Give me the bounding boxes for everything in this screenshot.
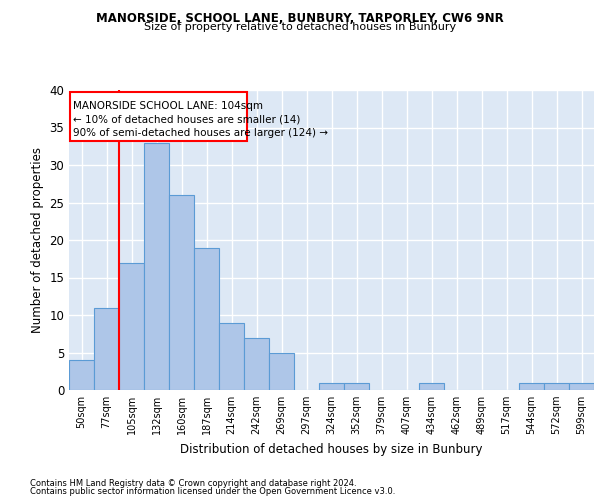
Bar xyxy=(419,382,444,390)
Bar xyxy=(69,360,94,390)
Bar xyxy=(344,382,369,390)
Text: MANORSIDE, SCHOOL LANE, BUNBURY, TARPORLEY, CW6 9NR: MANORSIDE, SCHOOL LANE, BUNBURY, TARPORL… xyxy=(96,12,504,26)
Bar xyxy=(144,142,169,390)
Text: MANORSIDE SCHOOL LANE: 104sqm: MANORSIDE SCHOOL LANE: 104sqm xyxy=(73,100,263,110)
X-axis label: Distribution of detached houses by size in Bunbury: Distribution of detached houses by size … xyxy=(180,442,483,456)
Y-axis label: Number of detached properties: Number of detached properties xyxy=(31,147,44,333)
Bar xyxy=(219,322,244,390)
Bar xyxy=(194,248,219,390)
Bar xyxy=(119,262,144,390)
Bar xyxy=(244,338,269,390)
Bar xyxy=(544,382,569,390)
Bar xyxy=(70,92,247,141)
Bar xyxy=(269,352,294,390)
Text: Contains HM Land Registry data © Crown copyright and database right 2024.: Contains HM Land Registry data © Crown c… xyxy=(30,478,356,488)
Bar xyxy=(519,382,544,390)
Bar xyxy=(169,195,194,390)
Bar xyxy=(569,382,594,390)
Text: Size of property relative to detached houses in Bunbury: Size of property relative to detached ho… xyxy=(144,22,456,32)
Bar xyxy=(94,308,119,390)
Text: ← 10% of detached houses are smaller (14): ← 10% of detached houses are smaller (14… xyxy=(73,114,301,124)
Text: 90% of semi-detached houses are larger (124) →: 90% of semi-detached houses are larger (… xyxy=(73,128,328,138)
Bar xyxy=(319,382,344,390)
Text: Contains public sector information licensed under the Open Government Licence v3: Contains public sector information licen… xyxy=(30,487,395,496)
